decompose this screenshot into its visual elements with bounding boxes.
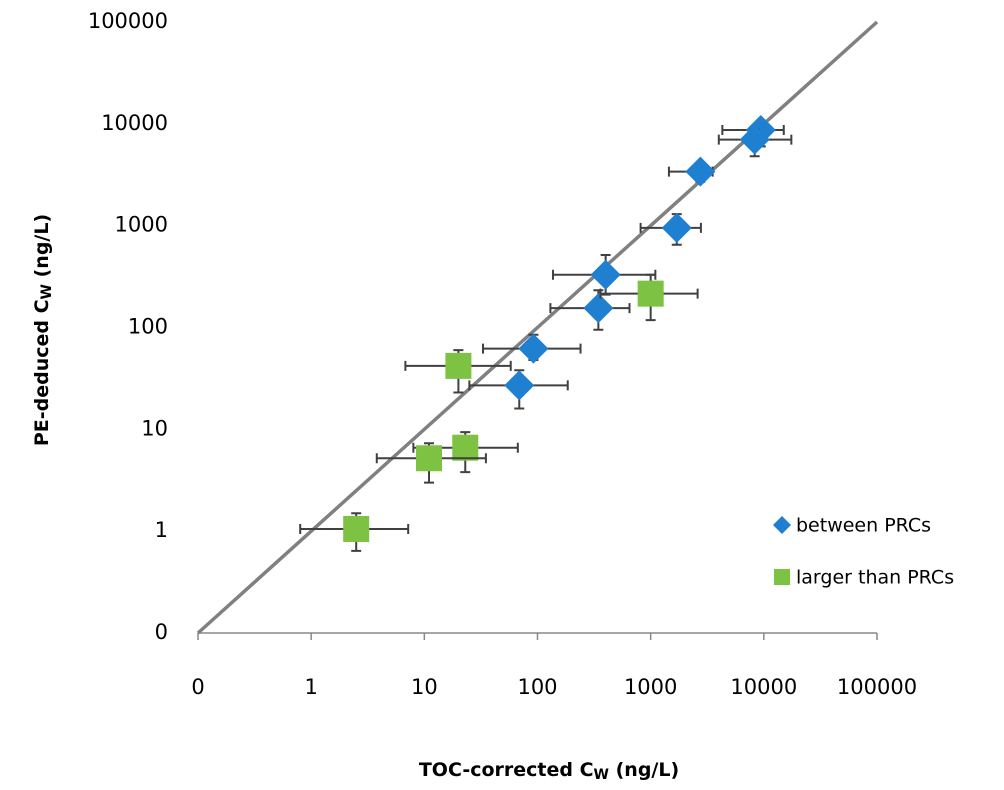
x-tick-label: 10000 <box>730 675 797 699</box>
y-tick-label: 10 <box>141 416 168 440</box>
y-tick-label: 0 <box>155 620 168 644</box>
x-tick-label: 100 <box>517 675 557 699</box>
diamond-marker <box>739 124 770 155</box>
legend-label: between PRCs <box>796 515 931 537</box>
diamond-marker <box>661 212 692 243</box>
x-tick-label: 1 <box>304 675 317 699</box>
x-axis-title: TOC-corrected CW (ng/L) <box>419 759 679 784</box>
reference-line <box>196 20 879 635</box>
y-tick-label: 1000 <box>115 213 168 237</box>
x-tick-label: 100000 <box>837 675 917 699</box>
square-marker <box>637 280 664 307</box>
y-axis-title: PE-deduced CW (ng/L) <box>31 214 56 446</box>
y-tick-label: 10000 <box>101 111 168 135</box>
diamond-marker <box>590 259 621 290</box>
diamond-marker <box>583 293 614 324</box>
square-marker <box>416 445 443 472</box>
x-tick-label: 10 <box>411 675 438 699</box>
y-tick-label: 100 <box>128 315 168 339</box>
square-marker <box>452 434 479 461</box>
legend-marker <box>773 516 791 534</box>
x-tick-label: 1000 <box>624 675 677 699</box>
diamond-marker <box>504 370 535 401</box>
square-marker <box>445 352 472 379</box>
diamond-marker <box>518 333 549 364</box>
legend-marker <box>774 569 790 585</box>
x-tick-label: 0 <box>191 675 204 699</box>
square-marker <box>343 516 370 543</box>
diamond-marker <box>685 156 716 187</box>
y-tick-label: 1 <box>155 518 168 542</box>
y-tick-label: 100000 <box>88 9 168 33</box>
legend-label: larger than PRCs <box>796 567 954 589</box>
